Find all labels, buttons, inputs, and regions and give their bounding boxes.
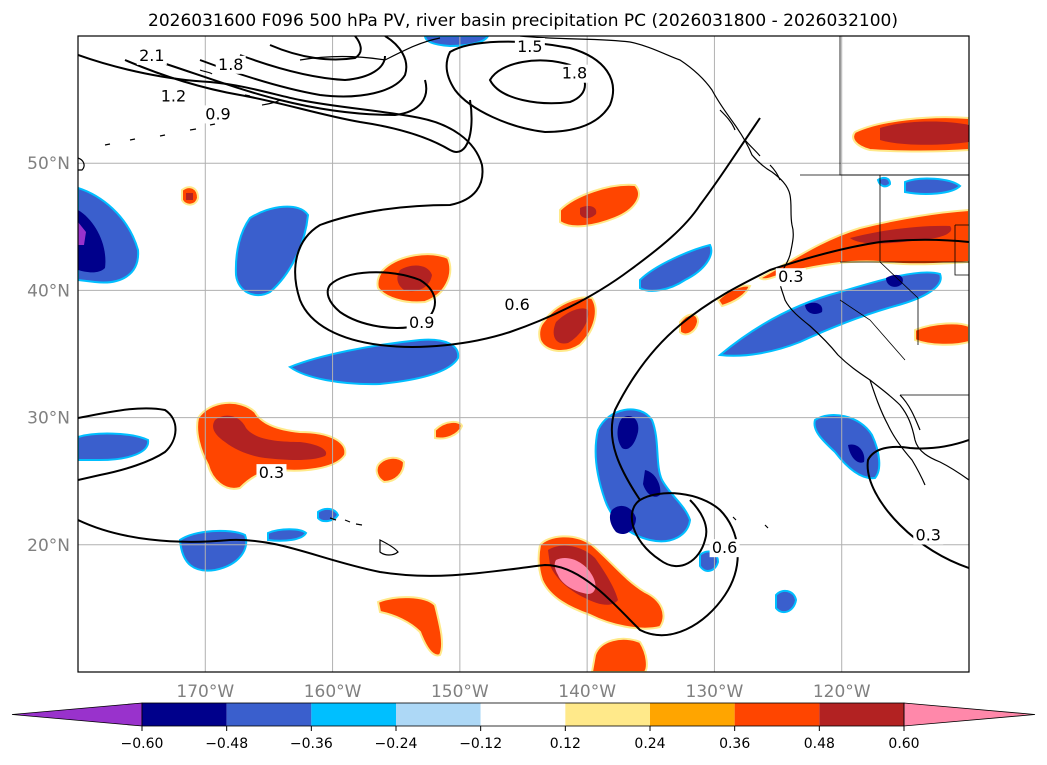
contour-label: 0.3: [778, 267, 803, 286]
contour-label: 2.1: [139, 46, 164, 65]
latitude-tick-label: 30°N: [27, 409, 70, 429]
strong-positive-pc-region: [213, 415, 327, 460]
longitude-tick-label: 150°W: [431, 682, 489, 702]
colorbar-swatch: [311, 703, 396, 726]
plot-area: 2.1 1.8 1.5 1.8 1.2 0.9 0.9 0.6 0.3 0.3 0.6 0.3: [78, 36, 969, 672]
figure-title: 2026031600 F096 500 hPa PV, river basin …: [148, 11, 898, 31]
colorbar-outline: [141, 702, 905, 727]
extreme-positive-pc-region: [554, 557, 596, 594]
colorbar: −0.60 −0.48 −0.36 −0.24 −0.12 0.12 0.24 0.36 0.4…: [11, 702, 1036, 752]
contour-label: 0.9: [409, 313, 434, 332]
contour-label-background: [136, 46, 167, 65]
contour-label-background: [215, 55, 246, 74]
colorbar-swatch: [650, 703, 735, 726]
pv-contours: [78, 36, 969, 636]
positive-pc-region: [375, 456, 406, 484]
contour-label-background: [559, 64, 590, 83]
strong-positive-pc-region: [580, 206, 597, 219]
colorbar-tick-label: −0.48: [205, 736, 248, 752]
contour-labels: 2.1 1.8 1.5 1.8 1.2 0.9 0.9 0.6 0.3 0.3 0.6 0.3: [136, 37, 944, 558]
positive-pc-region: [434, 420, 464, 440]
colorbar-tick-label: 0.60: [888, 736, 919, 752]
colorbar-swatch: [565, 703, 650, 726]
colorbar-tick-label: 0.36: [719, 736, 750, 752]
negative-pc-region: [904, 177, 962, 195]
strong-negative-pc-region: [886, 274, 903, 287]
precipitation-shading: [78, 36, 969, 672]
colorbar-extend-max: [903, 702, 1036, 727]
contour-label: 1.8: [562, 64, 587, 83]
colorbar-tick-label: 0.48: [804, 736, 835, 752]
longitude-labels: 170°W 160°W 150°W 140°W 130°W 120°W: [176, 682, 870, 702]
contour-label-background: [502, 296, 533, 315]
strong-negative-pc-region: [609, 505, 636, 535]
negative-pc-region: [876, 176, 892, 188]
coastlines: [78, 36, 969, 556]
longitude-tick-label: 130°W: [686, 682, 744, 702]
extreme-negative-pc-region: [78, 222, 86, 245]
colorbar-swatch: [819, 703, 904, 726]
positive-pc-region: [914, 322, 969, 346]
contour-label: 0.6: [712, 538, 737, 557]
colorbar-swatch: [480, 703, 566, 726]
gridlines: [78, 36, 969, 672]
contour-label: 0.6: [504, 295, 529, 314]
longitude-tick-label: 140°W: [558, 682, 616, 702]
colorbar-tick-label: −0.24: [375, 736, 418, 752]
strong-negative-pc-region: [848, 444, 865, 463]
colorbar-tick-label: −0.12: [459, 736, 502, 752]
colorbar-tick-label: 0.24: [634, 736, 665, 752]
colorbar-swatch: [142, 703, 227, 726]
longitude-tick-label: 170°W: [176, 682, 234, 702]
contour-label-background: [775, 268, 806, 287]
colorbar-tick-label: −0.60: [121, 736, 164, 752]
contour-label: 1.2: [161, 87, 186, 106]
plot-frame: [77, 35, 970, 673]
positive-pc-region: [679, 313, 700, 336]
political-borders: [800, 36, 969, 396]
positive-pc-region: [376, 596, 444, 657]
contour-label: 1.8: [218, 55, 243, 74]
contour-label: 0.3: [916, 525, 941, 544]
contour-label: 1.5: [517, 37, 542, 56]
contour-label-background: [406, 314, 437, 333]
colorbar-swatch: [226, 703, 312, 726]
negative-pc-region: [267, 528, 308, 542]
negative-pc-region: [234, 205, 310, 297]
contour-label-background: [514, 37, 545, 56]
negative-pc-region: [775, 589, 798, 614]
negative-pc-region: [78, 432, 150, 461]
strong-negative-pc-region: [805, 302, 823, 314]
strong-negative-pc-region: [78, 210, 106, 273]
strong-negative-pc-region: [643, 470, 661, 497]
contour-label: 0.3: [259, 463, 284, 482]
negative-pc-region: [287, 338, 460, 386]
latitude-tick-label: 20°N: [27, 536, 70, 556]
colorbar-extend-min: [11, 702, 143, 727]
contour-label-background: [203, 105, 234, 124]
positive-pc-region: [559, 183, 640, 228]
longitude-tick-label: 160°W: [304, 682, 362, 702]
strong-positive-pc-region: [186, 193, 193, 200]
latitude-tick-label: 50°N: [27, 154, 70, 174]
colorbar-tick-label: 0.12: [550, 736, 581, 752]
strong-negative-pc-region: [617, 415, 639, 450]
contour-label-background: [158, 87, 189, 106]
positive-pc-region: [590, 637, 648, 672]
strong-positive-pc-region: [553, 308, 589, 344]
latitude-labels: 50°N 40°N 30°N 20°N: [27, 154, 70, 556]
contour-label-background: [256, 464, 287, 483]
longitude-tick-label: 120°W: [813, 682, 871, 702]
negative-pc-region: [717, 271, 942, 357]
strong-positive-pc-region: [880, 121, 969, 145]
colorbar-swatch: [396, 703, 481, 726]
contour-label-background: [709, 539, 740, 558]
latitude-tick-label: 40°N: [27, 281, 70, 301]
colorbar-swatch: [734, 703, 820, 726]
colorbar-tick-label: −0.36: [290, 736, 333, 752]
contour-label-background: [913, 526, 944, 545]
contour-label: 0.9: [205, 104, 230, 123]
